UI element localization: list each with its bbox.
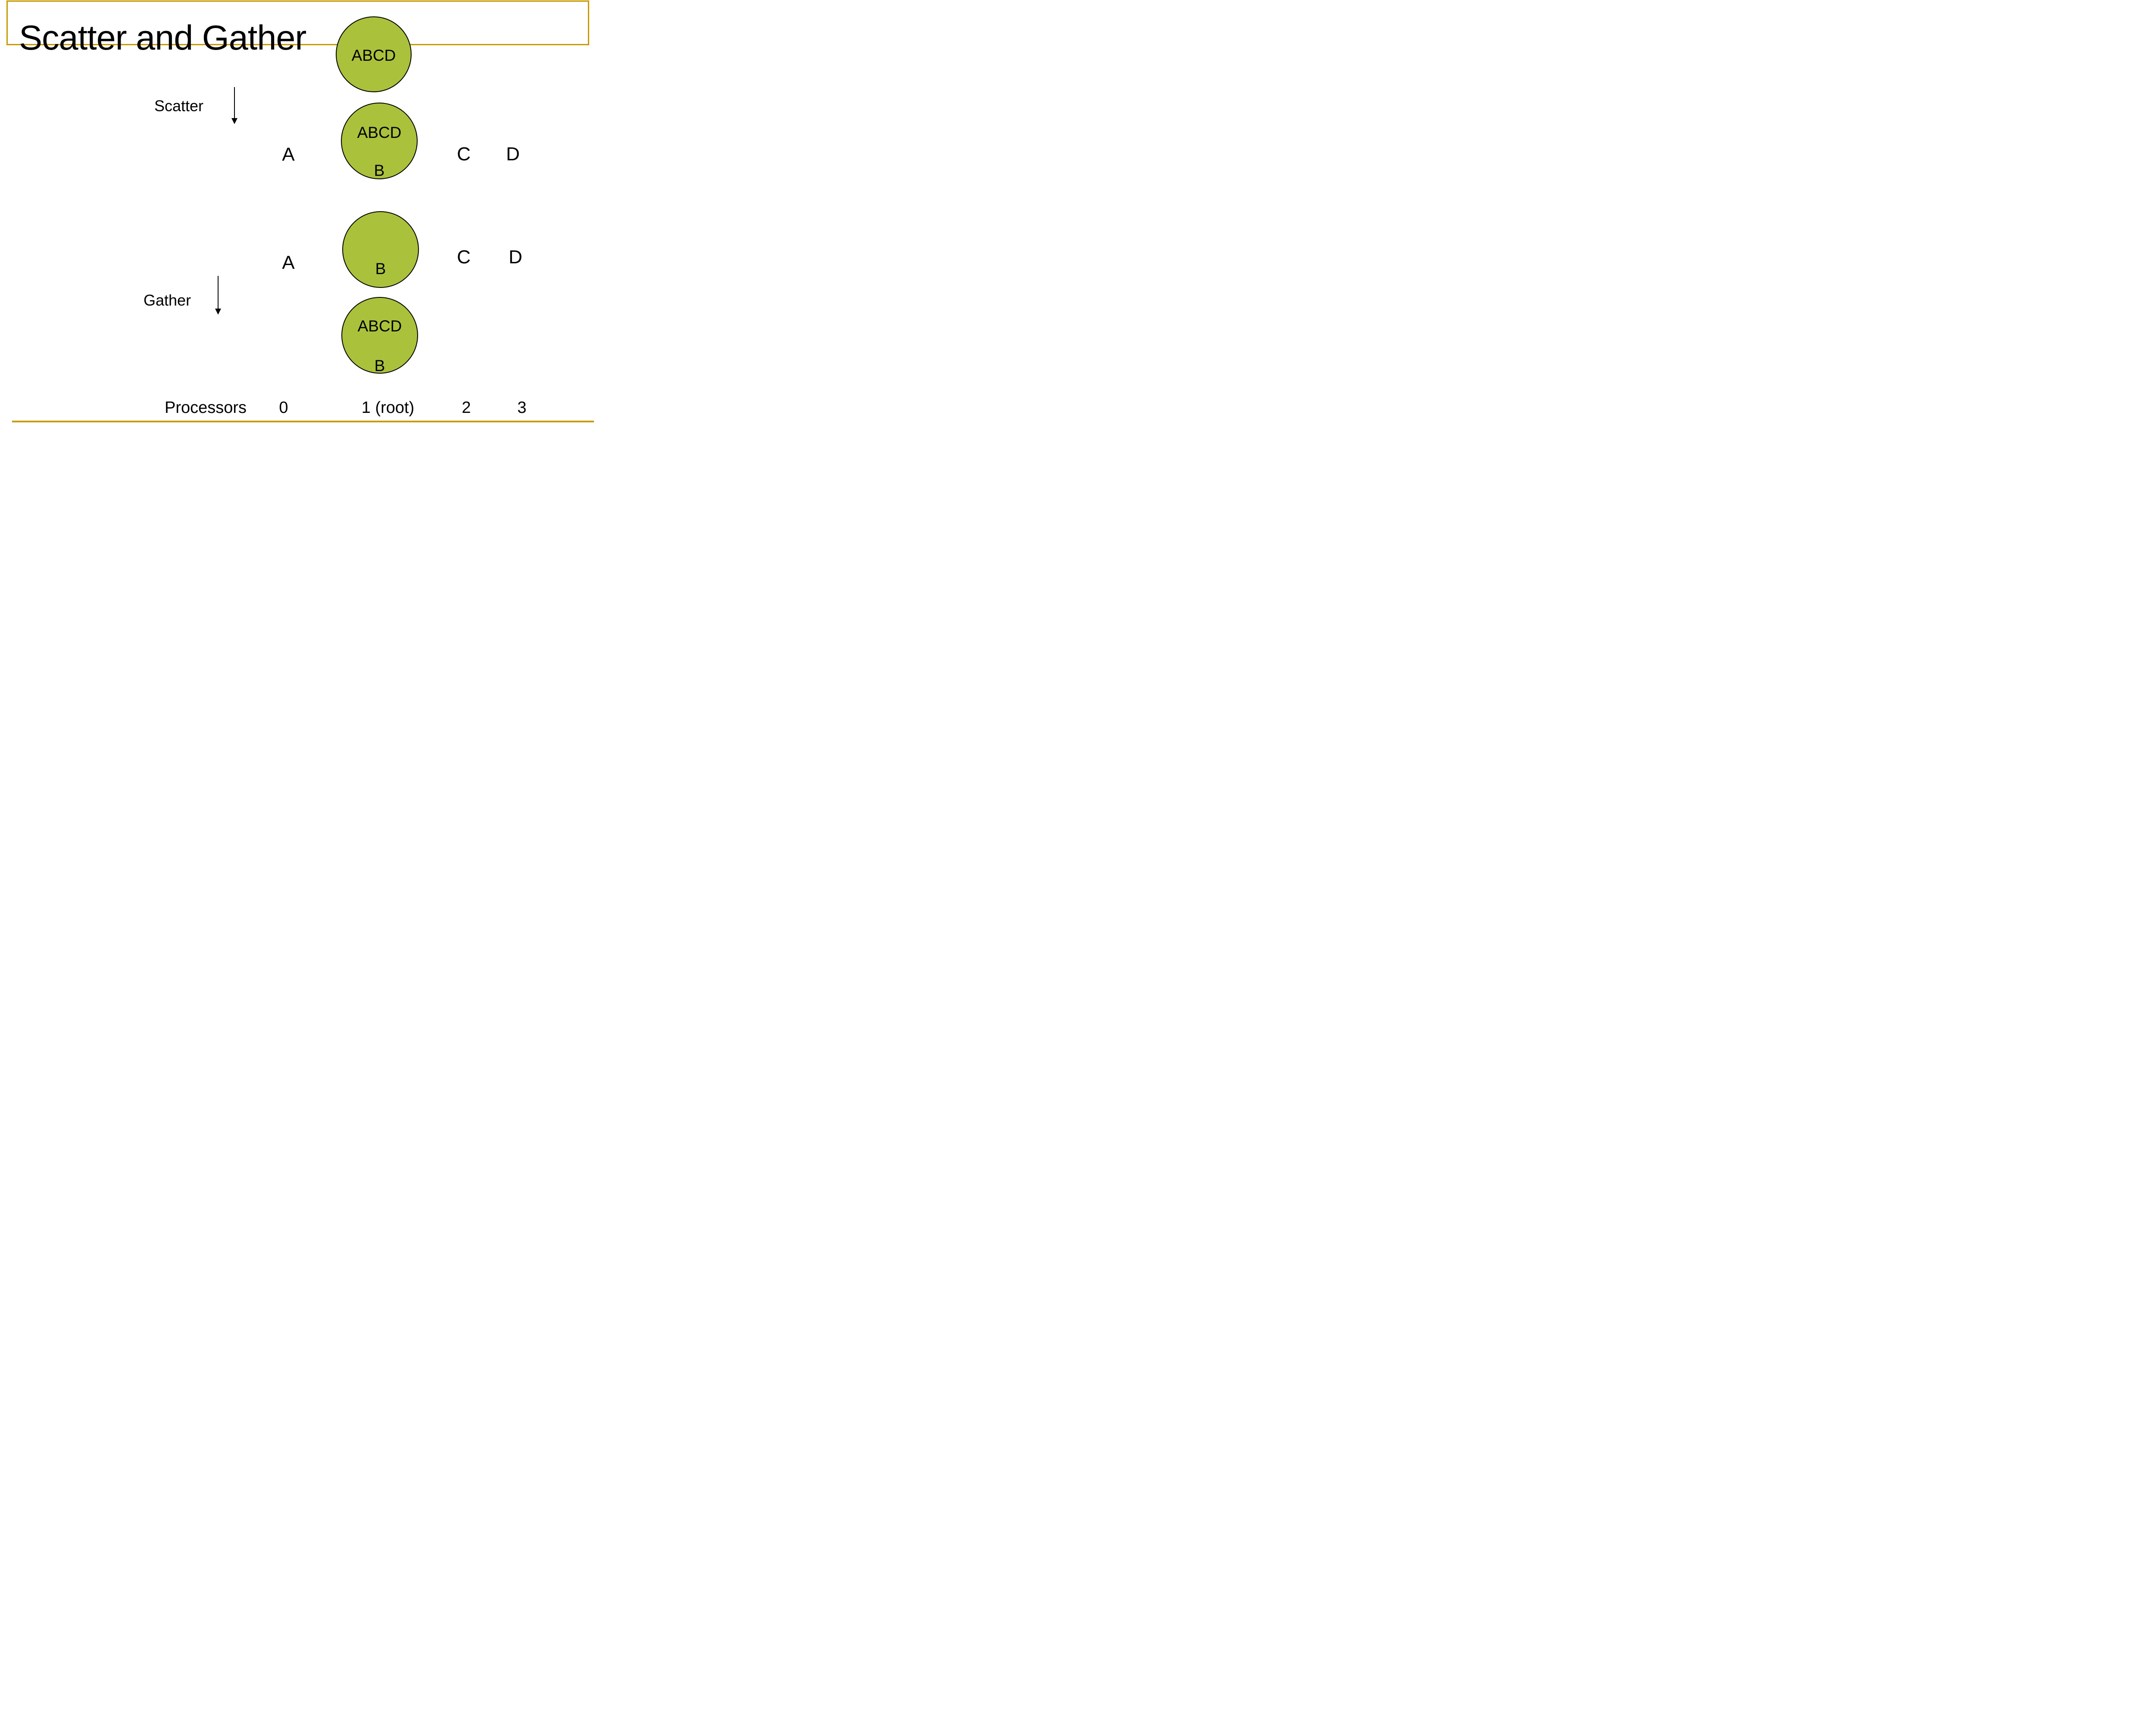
- after-scatter-line1: ABCD: [357, 124, 402, 141]
- gather-row-letter-c: C: [457, 247, 471, 268]
- after-scatter-line2: B: [374, 162, 385, 179]
- scatter-arrow-head: [231, 118, 237, 124]
- circle-after-gather: ABCD B: [341, 297, 418, 376]
- title-frame: [6, 0, 589, 45]
- root-data-line1: ABCD: [351, 47, 396, 64]
- slide: Scatter and Gather ABCD Scatter A ABCD B…: [0, 0, 597, 434]
- circle-after-gather-label: ABCD B: [358, 297, 402, 376]
- scatter-row-letter-d: D: [506, 144, 520, 165]
- circle-after-scatter-label: ABCD B: [357, 104, 402, 180]
- after-gather-line2: B: [374, 357, 385, 375]
- circle-after-scatter: ABCD B: [341, 103, 418, 179]
- gather-arrow-head: [215, 309, 221, 315]
- processor-3-label: 3: [517, 399, 527, 417]
- circle-root-data-label: ABCD: [352, 27, 396, 65]
- circle-before-gather: B: [342, 211, 419, 288]
- processor-0-label: 0: [279, 399, 288, 417]
- scatter-row-letter-c: C: [457, 144, 471, 165]
- bottom-rule: [12, 421, 594, 422]
- gather-row-letter-d: D: [509, 247, 522, 268]
- scatter-label: Scatter: [154, 97, 204, 115]
- gather-label: Gather: [144, 291, 191, 309]
- before-gather-line1: B: [375, 260, 386, 278]
- after-gather-line1: ABCD: [357, 317, 402, 335]
- gather-row-letter-a: A: [282, 252, 295, 273]
- circle-before-gather-label: B: [375, 240, 386, 278]
- page-title: Scatter and Gather: [19, 19, 306, 57]
- processor-2-label: 2: [462, 399, 471, 417]
- processors-label: Processors: [164, 399, 247, 417]
- gather-arrow-shaft: [218, 276, 219, 309]
- processor-1-root-label: 1 (root): [361, 399, 415, 417]
- scatter-arrow-shaft: [234, 87, 235, 118]
- circle-root-data: ABCD: [336, 16, 412, 92]
- scatter-row-letter-a: A: [282, 144, 295, 165]
